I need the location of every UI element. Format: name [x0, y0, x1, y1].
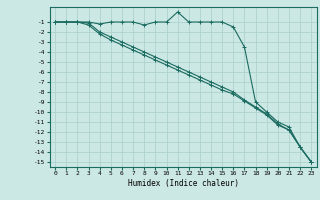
X-axis label: Humidex (Indice chaleur): Humidex (Indice chaleur): [128, 179, 239, 188]
